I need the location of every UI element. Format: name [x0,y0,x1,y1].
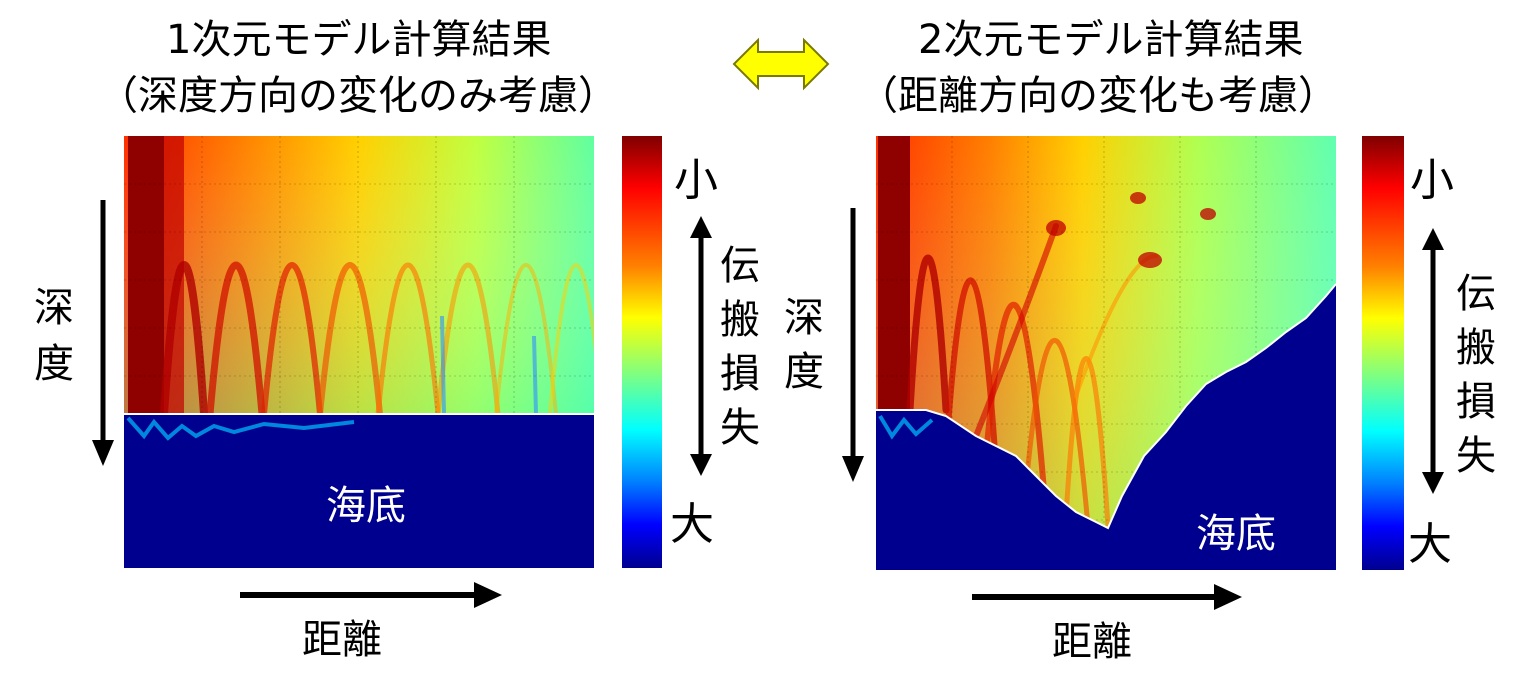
left-range-arrow-icon [240,582,502,608]
left-small-loss-label: 小 [674,155,718,206]
right-depth-arrow-icon [842,208,864,482]
right-range-label: 距離 [1052,619,1132,665]
right-loss-label-4: 失 [1456,433,1496,479]
right-title-line1: 2次元モデル計算結果 [918,17,1304,63]
right-loss-label-3: 損 [1456,379,1496,425]
right-small-loss-label: 小 [1410,155,1454,206]
right-heatmap [876,136,1336,570]
left-loss-label-2: 搬 [720,297,760,343]
left-title-line2: （深度方向の変化のみ考慮） [98,73,618,119]
left-heatmap [124,136,594,568]
double-arrow-icon [732,36,830,92]
left-loss-label-1: 伝 [720,243,760,289]
right-loss-label-1: 伝 [1456,271,1496,317]
left-title-line1: 1次元モデル計算結果 [166,17,552,63]
right-seabed-label: 海底 [1196,511,1276,557]
left-seabed-label: 海底 [326,483,406,529]
right-loss-double-arrow-icon [1422,228,1444,494]
right-range-arrow-icon [972,584,1242,610]
right-loss-label-2: 搬 [1456,325,1496,371]
right-depth-label-1: 深 [784,295,824,341]
left-large-loss-label: 大 [670,499,714,550]
right-depth-label-2: 度 [784,349,824,395]
left-colorbar [622,136,662,568]
left-range-label: 距離 [302,617,382,663]
left-depth-arrow-icon [92,200,114,466]
left-loss-double-arrow-icon [690,216,712,476]
right-title-line2: （距離方向の変化も考慮） [858,73,1338,119]
left-depth-label-2: 度 [34,341,74,387]
left-loss-label-4: 失 [720,405,760,451]
left-depth-label-1: 深 [34,285,74,331]
left-loss-label-3: 損 [720,351,760,397]
right-large-loss-label: 大 [1408,519,1452,570]
right-colorbar [1362,136,1404,570]
